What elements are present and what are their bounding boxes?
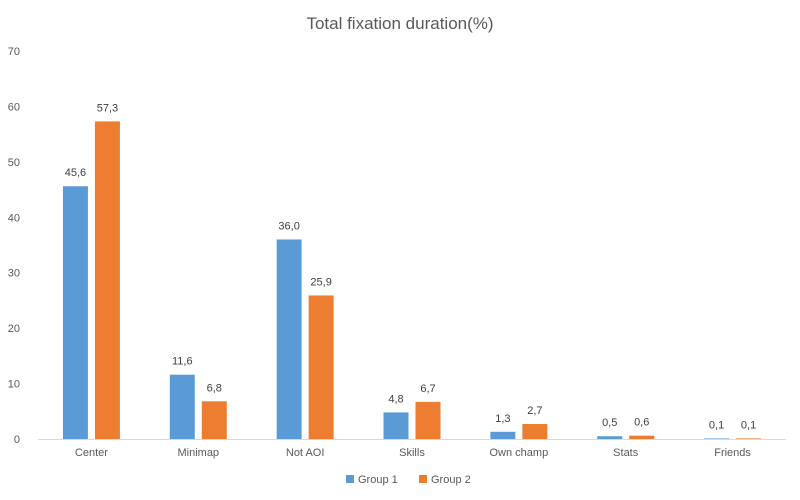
legend-label: Group 2 (431, 474, 471, 486)
y-tick-label: 50 (8, 157, 20, 169)
bar-group-1[interactable] (704, 438, 730, 439)
bar-group-2[interactable] (94, 121, 120, 439)
data-label: 6,7 (420, 383, 435, 395)
x-tick-label: Own champ (490, 447, 549, 459)
data-label: 25,9 (310, 276, 331, 288)
bar-group-1[interactable] (276, 239, 302, 439)
legend[interactable]: Group 1 Group 2 (346, 474, 471, 486)
y-tick-label: 30 (8, 268, 20, 280)
data-label: 1,3 (495, 413, 510, 425)
y-tick-label: 70 (8, 46, 20, 58)
bar-group-2[interactable] (629, 435, 655, 439)
y-axis-tick-labels: 0 10 20 30 40 50 60 70 (8, 46, 20, 446)
data-label: 0,1 (741, 419, 756, 431)
legend-label: Group 1 (358, 474, 398, 486)
y-tick-label: 10 (8, 379, 20, 391)
data-label: 2,7 (527, 405, 542, 417)
chart-title: Total fixation duration(%) (306, 14, 493, 33)
bar-group-2[interactable] (308, 295, 334, 439)
data-label: 57,3 (97, 102, 118, 114)
x-tick-label: Not AOI (286, 447, 325, 459)
y-tick-label: 20 (8, 323, 20, 335)
bars-group (62, 121, 762, 439)
data-label: 0,6 (634, 417, 649, 429)
data-label: 45,6 (65, 167, 86, 179)
y-tick-label: 60 (8, 101, 20, 113)
data-label: 36,0 (278, 220, 299, 232)
bar-group-1[interactable] (597, 436, 623, 439)
data-label: 6,8 (207, 382, 222, 394)
x-tick-label: Friends (714, 447, 751, 459)
bar-group-2[interactable] (736, 438, 762, 439)
data-labels-group: 45,6 57,3 11,6 6,8 36,0 25,9 4,8 6,7 1,3 2,7 0,5 0,… (65, 102, 757, 431)
y-tick-label: 40 (8, 212, 20, 224)
x-tick-label: Stats (613, 447, 639, 459)
bar-group-2[interactable] (201, 401, 227, 439)
data-label: 11,6 (172, 356, 193, 368)
bar-group-1[interactable] (383, 412, 409, 439)
bar-group-1[interactable] (169, 374, 195, 439)
legend-swatch (419, 475, 427, 483)
bar-group-2[interactable] (522, 424, 548, 439)
data-label: 0,5 (602, 417, 617, 429)
x-axis-tick-labels: Center Minimap Not AOI Skills Own champ Stats… (75, 447, 751, 459)
x-tick-label: Minimap (177, 447, 219, 459)
legend-item-group-1[interactable]: Group 1 (346, 474, 398, 486)
data-label: 0,1 (709, 419, 724, 431)
x-tick-label: Skills (399, 447, 425, 459)
legend-item-group-2[interactable]: Group 2 (419, 474, 471, 486)
x-tick-label: Center (75, 447, 108, 459)
y-tick-label: 0 (14, 434, 20, 446)
legend-swatch (346, 475, 354, 483)
bar-group-1[interactable] (490, 431, 516, 439)
data-label: 4,8 (388, 393, 403, 405)
bar-group-2[interactable] (415, 401, 441, 439)
bar-group-1[interactable] (62, 186, 88, 439)
